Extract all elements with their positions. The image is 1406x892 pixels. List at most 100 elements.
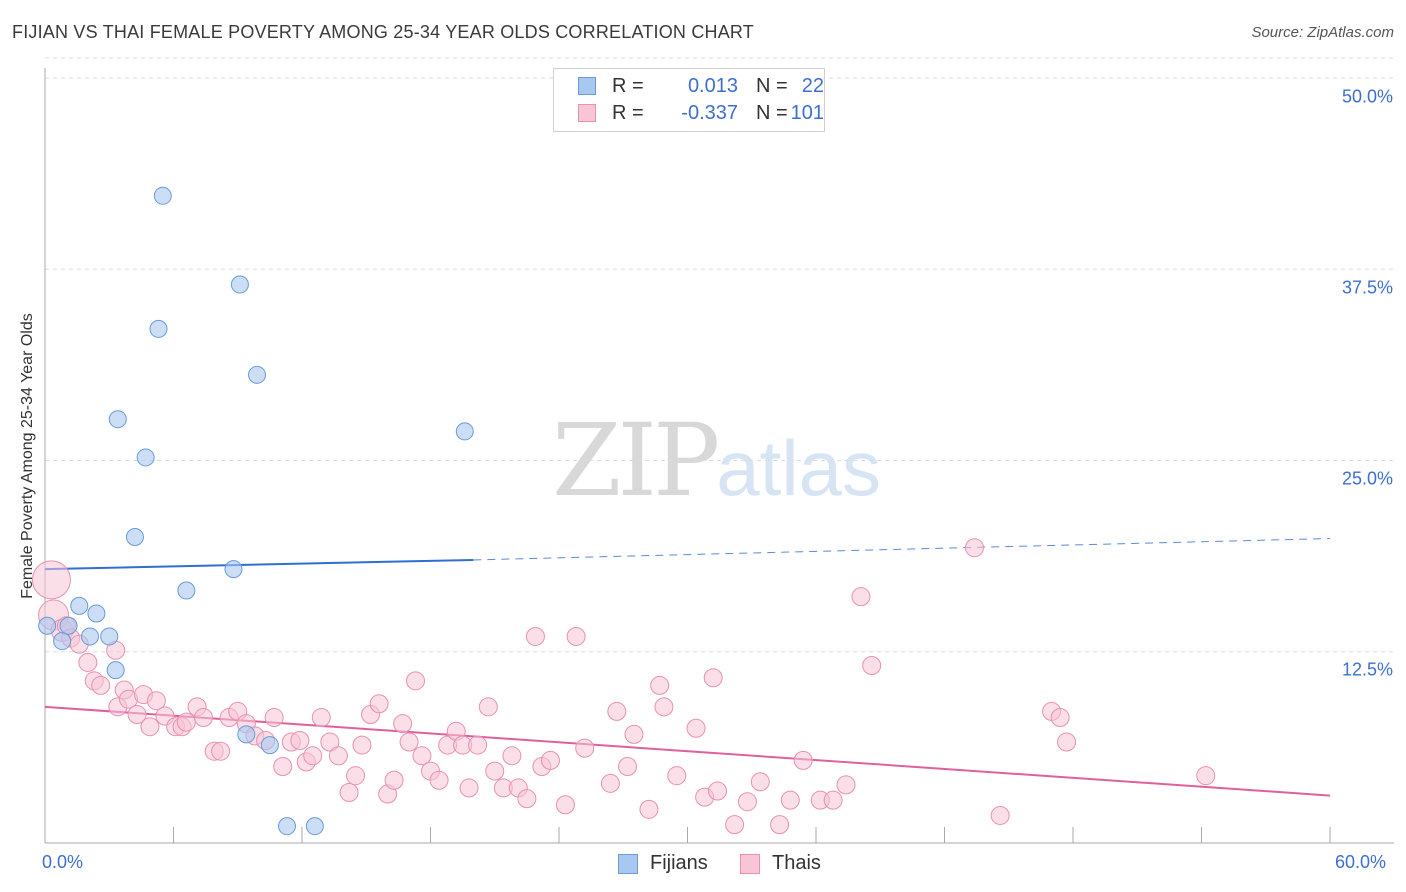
fijian-point [87,604,106,623]
chart-title: FIJIAN VS THAI FEMALE POVERTY AMONG 25-3… [12,22,754,42]
fijian-point [455,422,474,441]
fijian-point [149,319,168,338]
thai-point [823,790,843,810]
fijian-point [237,725,256,744]
watermark-zip: ZIP [552,402,720,519]
thais-points [31,538,1216,835]
fijian-point [70,596,89,615]
thai-point [618,757,638,776]
r-value: 0.013 [687,75,738,97]
fijian-point [100,627,119,646]
thai-point [502,746,522,766]
thai-point [607,701,627,721]
thai-point [273,757,293,776]
fijian-point [248,365,267,384]
thai-point [78,652,98,672]
thai-point [555,795,575,815]
fijians-trend-line [44,558,474,571]
thai-point [725,815,745,835]
thai-point [575,738,595,758]
fijian-point [53,632,72,651]
thai-point [264,708,284,728]
thai-point [31,560,71,600]
fijian-point [305,817,324,836]
fijian-point [38,616,57,635]
thais-swatch [740,854,760,874]
fijian-point [59,616,78,635]
r-label: R = [612,75,644,97]
thai-point [468,735,488,755]
thai-point [654,697,674,717]
thai-point [146,691,166,711]
thai-point [211,741,231,761]
fijians-swatch [618,854,638,874]
x-tick-label: 0.0% [42,852,84,872]
correlation-legend: R = 0.013 N = 22 R = -0.337 N = 101 [553,68,825,132]
thai-point [862,656,882,676]
fijians-swatch [578,77,596,95]
thai-point [836,775,856,795]
thai-point [525,626,545,646]
thai-point [384,770,404,790]
watermark: ZIPatlas [552,402,881,519]
thai-point [851,587,871,607]
thai-point [352,735,372,755]
source-credit: Source: ZipAtlas.com [1251,24,1394,41]
series-legend: Fijians Thais [0,852,1406,878]
thai-point [517,789,537,809]
fijian-point [278,817,297,836]
thai-point [485,761,505,781]
n-value: 101 [790,102,824,124]
watermark-atlas: atlas [716,424,882,512]
thai-point [127,704,147,724]
fijian-point [108,410,127,429]
trend-lines [44,538,1331,797]
thai-point [737,792,757,812]
thai-point [964,538,984,558]
fijian-point [153,186,172,205]
thai-point [540,750,560,770]
r-value: -0.337 [681,102,738,124]
axes [44,68,1394,844]
y-tick-label: 12.5% [1341,659,1393,680]
x-tick-label: 60.0% [1335,852,1387,872]
legend-label: Thais [772,852,821,874]
thai-point [478,697,498,717]
fijian-point [125,528,144,546]
y-tick-label: 50.0% [1341,86,1393,107]
r-label: R = [612,102,644,124]
thais-trend-line [44,705,1331,797]
thai-point [399,732,419,752]
fijians-trend-extension [473,538,1331,561]
thai-point [780,790,800,810]
thai-point [750,772,770,792]
fijian-point [80,627,99,646]
thai-point [770,815,790,835]
thai-point [176,712,196,732]
thai-point [600,773,620,793]
thai-point [311,708,331,728]
fijian-point [136,448,155,467]
thai-point [303,746,323,766]
legend-label: Fijians [650,852,708,874]
fijian-point [260,736,279,755]
n-label: N = [756,75,788,97]
thai-point [412,746,432,766]
thai-point [406,671,426,691]
thai-point [369,694,389,714]
thai-point [650,675,670,695]
thai-point [707,781,727,801]
thai-point [1057,732,1077,752]
thai-point [193,708,213,728]
thai-point [346,766,366,786]
thai-point [990,805,1010,825]
thai-point [686,718,706,738]
thais-swatch [578,104,596,122]
grid-lines [45,57,1394,653]
thai-point [459,778,479,798]
thai-point [566,626,586,646]
thai-point [1050,708,1070,728]
fijian-point [230,275,249,294]
n-value: 22 [801,75,824,97]
